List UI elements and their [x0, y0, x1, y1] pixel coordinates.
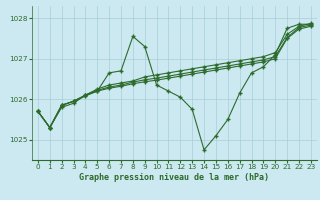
X-axis label: Graphe pression niveau de la mer (hPa): Graphe pression niveau de la mer (hPa): [79, 173, 269, 182]
